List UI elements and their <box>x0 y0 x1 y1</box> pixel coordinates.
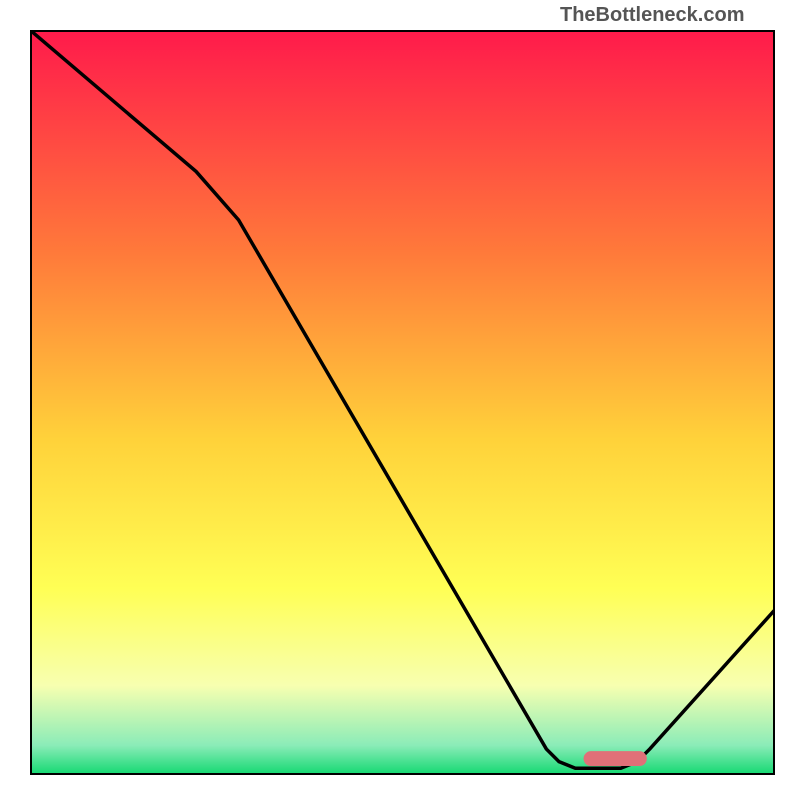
gradient-background <box>30 30 775 775</box>
chart-container: TheBottleneck.com <box>0 0 800 800</box>
optimal-marker <box>584 751 647 766</box>
plot-svg <box>30 30 775 775</box>
watermark-label: TheBottleneck.com <box>560 4 744 27</box>
plot-area <box>30 30 775 775</box>
